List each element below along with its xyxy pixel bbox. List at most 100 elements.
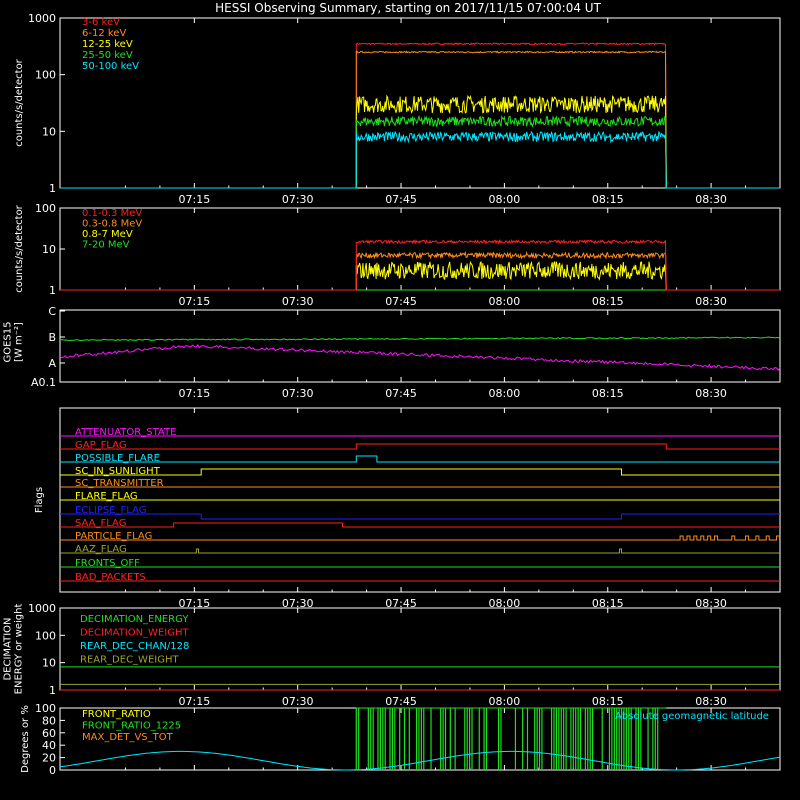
- gamma-legend-1: 0.1-0.3 MeV: [82, 208, 142, 219]
- ratios-series-4: [59, 750, 781, 771]
- flags-label-10: AAZ_FLAG: [75, 544, 127, 555]
- ratios-ytick-label: 80: [42, 714, 56, 727]
- hxr-xtick-label: 07:45: [385, 193, 417, 206]
- gamma-series-2: [60, 250, 780, 291]
- gamma-xtick-label: 07:15: [179, 295, 211, 308]
- flags-label-3: POSSIBLE_FLARE: [75, 453, 160, 464]
- hxr-series-5: [60, 130, 780, 189]
- goes-axes-box: [59, 309, 781, 383]
- goes-frame: 07:15 07:30 07:45 08:00 08:15 08:30: [59, 309, 781, 400]
- gamma-series-1: [60, 238, 780, 291]
- flags-label-1: ATTENUATOR_STATE: [75, 427, 176, 438]
- hxr-ylabel: counts/s/detector: [14, 58, 25, 146]
- goes-xtick-label: 08:15: [592, 387, 624, 400]
- ratios-legend-3: MAX_DET_VS_TOT: [82, 732, 174, 743]
- flags-xtick-label: 07:30: [282, 597, 314, 610]
- gamma-xtick-label: 08:00: [489, 295, 521, 308]
- ratios-legend-2: FRONT_RATIO_1225: [82, 721, 181, 732]
- decimation-legend-3: REAR_DEC_CHAN/128: [80, 641, 189, 652]
- goes-ytick-label: B: [48, 331, 56, 344]
- goes-xtick-label: 07:15: [179, 387, 211, 400]
- gamma-legend-3: 0.8-7 MeV: [82, 229, 133, 240]
- hxr-legend-1: 3-6 keV: [82, 17, 120, 28]
- ratios-ytick-label: 20: [42, 752, 56, 765]
- hxr-xtick-label: 08:30: [695, 193, 727, 206]
- ratios-ytick-label: 100: [35, 702, 56, 715]
- decimation-xtick-label: 07:15: [179, 695, 211, 708]
- flags-xtick-label: 07:45: [385, 597, 417, 610]
- gamma-ytick-label: 10: [42, 243, 56, 256]
- decimation-ylabel: ENERGY or weight: [14, 604, 25, 695]
- goes-series-long: [59, 336, 780, 342]
- ratios-ytick-label: 60: [42, 727, 56, 740]
- ratios-ytick-label: 40: [42, 739, 56, 752]
- hxr-series-1: [60, 42, 780, 189]
- hxr-xtick-label: 07:30: [282, 193, 314, 206]
- gamma-xtick-label: 08:30: [695, 295, 727, 308]
- ratios-ytick-label: 0: [49, 764, 56, 777]
- panels: 07:15 07:30 07:45 08:00 08:15 08:301101001000…: [3, 12, 781, 777]
- flags-label-6: FLARE_FLAG: [75, 491, 138, 502]
- gamma-ylabel: counts/s/detector: [14, 204, 25, 292]
- flags-label-5: SC_TRANSMITTER: [75, 478, 164, 489]
- goes-ytick-label: A0.1: [31, 376, 56, 389]
- decimation-xtick-label: 07:45: [385, 695, 417, 708]
- flags-label-11: FRONTS_OFF: [75, 558, 140, 569]
- decimation-xtick-label: 07:30: [282, 695, 314, 708]
- goes-xtick-label: 08:30: [695, 387, 727, 400]
- flags-ylabel: Flags: [34, 487, 45, 513]
- hxr-ytick-label: 1: [49, 182, 56, 195]
- hxr-series-2: [60, 50, 780, 189]
- goes-xtick-label: 08:00: [489, 387, 521, 400]
- decimation-legend-1: DECIMATION_ENERGY: [80, 614, 189, 625]
- flags-series-8: [60, 522, 780, 528]
- decimation-xtick-label: 08:15: [592, 695, 624, 708]
- gamma-xtick-label: 08:15: [592, 295, 624, 308]
- flags-series-7: [60, 513, 780, 520]
- flags-xtick-label: 08:00: [489, 597, 521, 610]
- ratios-series-2: [355, 708, 659, 770]
- gamma-series-3: [60, 260, 780, 291]
- hxr-series-4: [60, 114, 780, 189]
- goes-xtick-label: 07:45: [385, 387, 417, 400]
- flags-particle-spikes: [676, 535, 781, 541]
- decimation-frame: 07:15 07:30 07:45 08:00 08:15 08:30: [59, 607, 781, 708]
- decimation-ytick-label: 100: [35, 629, 56, 642]
- decimation-ytick-label: 1: [49, 684, 56, 697]
- goes-ytick-label: C: [48, 305, 56, 318]
- goes-xtick-label: 07:30: [282, 387, 314, 400]
- ratios-ylabel: Degrees or %: [20, 705, 31, 773]
- hxr-legend-4: 25-50 keV: [82, 50, 133, 61]
- flags-label-12: BAD_PACKETS: [75, 572, 146, 583]
- ratios-legend-4: Absolute geomagnetic latitude: [615, 711, 769, 722]
- gamma-ytick-label: 1: [49, 284, 56, 297]
- hxr-xtick-label: 08:15: [592, 193, 624, 206]
- gamma-xtick-label: 07:30: [282, 295, 314, 308]
- hxr-legend-2: 6-12 keV: [82, 28, 126, 39]
- flags-label-7: ECLIPSE_FLAG: [75, 505, 146, 516]
- hxr-ytick-label: 10: [42, 125, 56, 138]
- gamma-ytick-label: 100: [35, 202, 56, 215]
- decimation-legend-4: REAR_DEC_WEIGHT: [80, 655, 179, 666]
- gamma-legend-4: 7-20 MeV: [82, 240, 130, 251]
- decimation-ytick-label: 1000: [28, 602, 56, 615]
- decimation-xtick-label: 08:00: [489, 695, 521, 708]
- chart-title: HESSI Observing Summary, starting on 201…: [215, 1, 601, 15]
- hxr-series-3: [60, 94, 780, 189]
- hxr-frame: 07:15 07:30 07:45 08:00 08:15 08:30: [59, 17, 781, 206]
- flags-series-4: [60, 468, 780, 476]
- hxr-ytick-label: 1000: [28, 12, 56, 25]
- decimation-ylabel: DECIMATION: [3, 617, 14, 680]
- flags-label-2: GAP_FLAG: [75, 440, 127, 451]
- hxr-legend-5: 50-100 keV: [82, 61, 139, 72]
- gamma-xtick-label: 07:45: [385, 295, 417, 308]
- flags-xtick-label: 08:15: [592, 597, 624, 610]
- goes-ylabel: [W m⁻²]: [14, 322, 25, 362]
- flags-label-4: SC_IN_SUNLIGHT: [75, 466, 161, 477]
- ratios-legend-1: FRONT_RATIO: [82, 709, 151, 720]
- goes-series-short: [59, 343, 781, 371]
- hxr-ytick-label: 100: [35, 69, 56, 82]
- decimation-legend-2: DECIMATION_WEIGHT: [80, 628, 189, 639]
